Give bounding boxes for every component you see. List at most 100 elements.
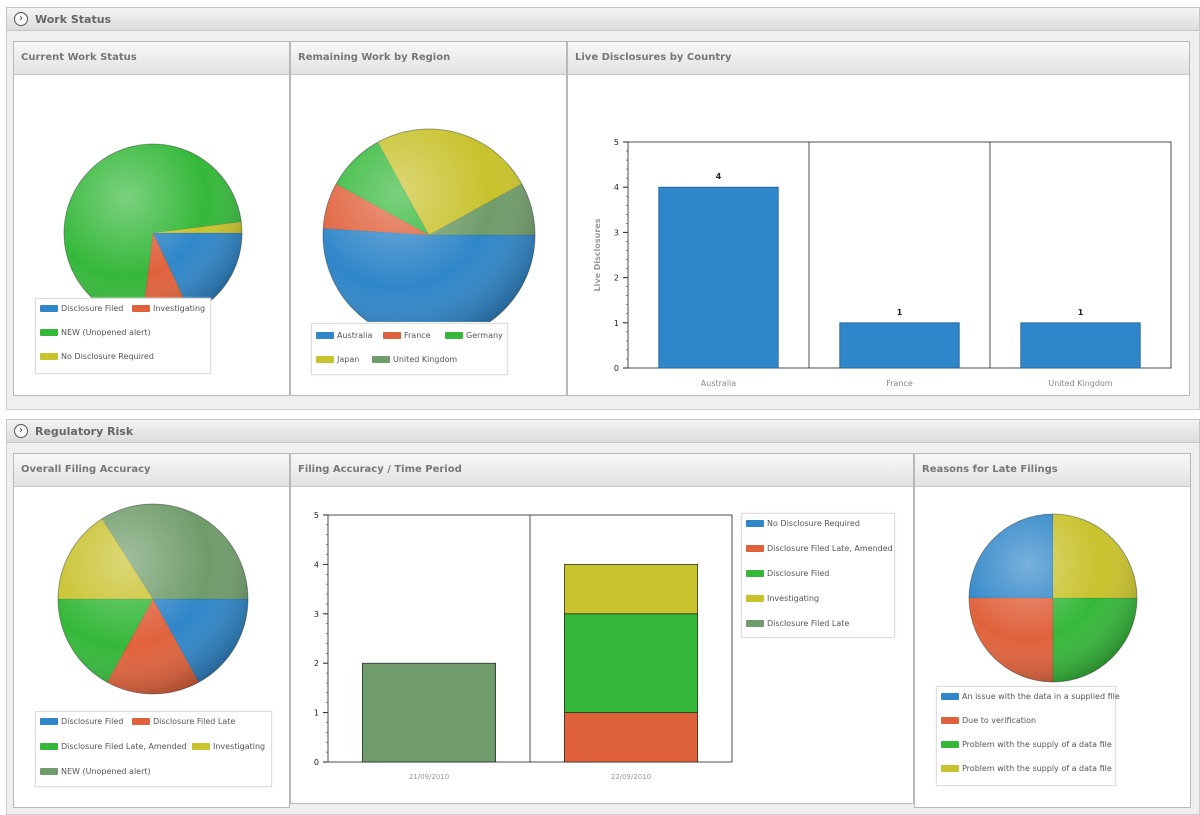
legend-swatch bbox=[746, 620, 764, 627]
y-tick-label: 4 bbox=[314, 560, 319, 569]
legend-swatch bbox=[316, 356, 334, 363]
legend-swatch bbox=[383, 332, 401, 339]
x-tick-label: 22/09/2010 bbox=[611, 773, 651, 781]
legend-swatch bbox=[40, 768, 58, 775]
legend-item[interactable]: Disclosure Filed bbox=[746, 569, 829, 578]
expand-toggle-icon[interactable]: › bbox=[14, 424, 28, 438]
legend-label: Japan bbox=[337, 355, 360, 364]
panel-title: Current Work Status bbox=[21, 52, 137, 63]
legend-swatch bbox=[132, 305, 150, 312]
legend-swatch bbox=[941, 693, 959, 700]
legend-item[interactable]: Disclosure Filed Late bbox=[746, 619, 849, 628]
bar-united-kingdom[interactable] bbox=[1020, 322, 1141, 369]
panel-header: Remaining Work by Region bbox=[291, 42, 566, 75]
y-tick-label: 4 bbox=[614, 183, 619, 192]
legend-item[interactable]: No Disclosure Required bbox=[746, 519, 860, 528]
legend-item[interactable]: Disclosure Filed Late, Amended bbox=[746, 544, 893, 553]
panel-title: Reasons for Late Filings bbox=[922, 464, 1058, 475]
legend-label: Problem with the supply of a data file bbox=[962, 764, 1112, 773]
current-work-status-legend: Disclosure Filed Investigating NEW (Unopen… bbox=[35, 298, 211, 374]
legend-swatch bbox=[40, 743, 58, 750]
legend-item[interactable]: Due to verification bbox=[941, 716, 1036, 725]
legend-label: Disclosure Filed Late, Amended bbox=[767, 544, 893, 553]
legend-label: Australia bbox=[337, 331, 373, 340]
legend-item[interactable]: Investigating bbox=[746, 594, 819, 603]
legend-item[interactable]: Japan bbox=[316, 355, 359, 364]
legend-item[interactable]: No Disclosure Required bbox=[40, 352, 154, 361]
legend-item[interactable]: Disclosure Filed Late bbox=[132, 717, 235, 726]
legend-item[interactable]: NEW (Unopened alert) bbox=[40, 767, 151, 776]
remaining-work-pie bbox=[322, 128, 536, 322]
legend-label: Disclosure Filed bbox=[61, 717, 124, 726]
section-title: Work Status bbox=[35, 13, 112, 26]
bar-segment[interactable] bbox=[563, 712, 699, 763]
legend-swatch bbox=[40, 329, 58, 336]
legend-item[interactable]: NEW (Unopened alert) bbox=[40, 328, 151, 337]
legend-item[interactable]: Investigating bbox=[192, 742, 265, 751]
legend-label: An issue with the data in a supplied fil… bbox=[962, 692, 1120, 701]
legend-item[interactable]: Disclosure Filed bbox=[40, 304, 123, 313]
legend-label: Disclosure Filed Late bbox=[767, 619, 850, 628]
legend-label: United Kingdom bbox=[393, 355, 458, 364]
y-tick-label: 2 bbox=[314, 659, 319, 668]
remaining-work-legend: Australia France Germany Japan United Kingdo… bbox=[311, 323, 508, 375]
legend-label: No Disclosure Required bbox=[767, 519, 860, 528]
legend-item[interactable]: Problem with the supply of a data file bbox=[941, 740, 1112, 749]
reasons-late-filings-pie bbox=[968, 513, 1138, 683]
legend-swatch bbox=[941, 741, 959, 748]
panel-title: Overall Filing Accuracy bbox=[21, 464, 151, 475]
y-tick-label: 0 bbox=[314, 758, 319, 767]
legend-label: NEW (Unopened alert) bbox=[61, 767, 151, 776]
bar-australia[interactable] bbox=[658, 186, 779, 369]
panel-title: Filing Accuracy / Time Period bbox=[298, 464, 462, 475]
legend-item[interactable]: Investigating bbox=[132, 304, 205, 313]
legend-item[interactable]: France bbox=[383, 331, 431, 340]
legend-swatch bbox=[40, 718, 58, 725]
legend-item[interactable]: Problem with the supply of a data file bbox=[941, 764, 1112, 773]
bar-segment[interactable] bbox=[563, 564, 699, 615]
legend-swatch bbox=[746, 595, 764, 602]
legend-swatch bbox=[40, 305, 58, 312]
legend-item[interactable]: Disclosure Filed bbox=[40, 717, 123, 726]
data-label: 1 bbox=[897, 308, 903, 317]
legend-item[interactable]: Disclosure Filed Late, Amended bbox=[40, 742, 187, 751]
panel-header: Filing Accuracy / Time Period bbox=[291, 454, 913, 487]
bar-segment[interactable] bbox=[563, 613, 699, 713]
legend-label: Disclosure Filed Late, Amended bbox=[61, 742, 187, 751]
overall-filing-accuracy-legend: Disclosure Filed Disclosure Filed Late Dis… bbox=[35, 711, 272, 787]
remaining-work-panel: Remaining Work by Region Australia France… bbox=[290, 41, 567, 396]
legend-label: Problem with the supply of a data file bbox=[962, 740, 1112, 749]
legend-label: France bbox=[404, 331, 431, 340]
legend-swatch bbox=[746, 545, 764, 552]
legend-label: Investigating bbox=[213, 742, 266, 751]
panel-title: Live Disclosures by Country bbox=[575, 52, 732, 63]
legend-item[interactable]: An issue with the data in a supplied fil… bbox=[941, 692, 1120, 701]
y-tick-label: 3 bbox=[314, 610, 319, 619]
bar-segment[interactable] bbox=[361, 662, 497, 763]
legend-label: No Disclosure Required bbox=[61, 352, 154, 361]
legend-label: Germany bbox=[466, 331, 503, 340]
legend-label: Due to verification bbox=[962, 716, 1037, 725]
expand-toggle-icon[interactable]: › bbox=[14, 12, 28, 26]
overall-filing-accuracy-panel: Overall Filing Accuracy Disclosure Filed… bbox=[13, 453, 290, 808]
y-tick-label: 5 bbox=[314, 511, 319, 520]
y-tick-label: 1 bbox=[614, 319, 619, 328]
legend-label: Investigating bbox=[767, 594, 820, 603]
legend-label: NEW (Unopened alert) bbox=[61, 328, 151, 337]
legend-item[interactable]: United Kingdom bbox=[372, 355, 457, 364]
section-title: Regulatory Risk bbox=[35, 425, 134, 438]
legend-item[interactable]: Australia bbox=[316, 331, 372, 340]
panel-title: Remaining Work by Region bbox=[298, 52, 451, 63]
legend-swatch bbox=[445, 332, 463, 339]
work-status-header[interactable]: › Work Status bbox=[6, 7, 1200, 31]
panel-header: Live Disclosures by Country bbox=[568, 42, 1189, 75]
filing-accuracy-period-legend: No Disclosure Required Disclosure Filed L… bbox=[741, 513, 895, 638]
regulatory-risk-header[interactable]: › Regulatory Risk bbox=[6, 419, 1200, 443]
overall-filing-accuracy-pie bbox=[57, 503, 249, 695]
y-tick-label: 2 bbox=[614, 274, 619, 283]
filing-accuracy-period-panel: Filing Accuracy / Time Period 0 1 2 3 4 5 21/0… bbox=[290, 453, 914, 804]
legend-item[interactable]: Germany bbox=[445, 331, 503, 340]
bar-france[interactable] bbox=[839, 322, 960, 369]
panel-header: Overall Filing Accuracy bbox=[14, 454, 289, 487]
